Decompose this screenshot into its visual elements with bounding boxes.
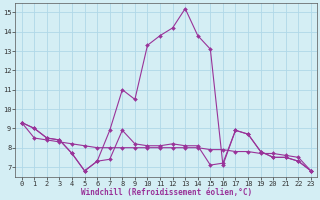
X-axis label: Windchill (Refroidissement éolien,°C): Windchill (Refroidissement éolien,°C) [81,188,252,197]
